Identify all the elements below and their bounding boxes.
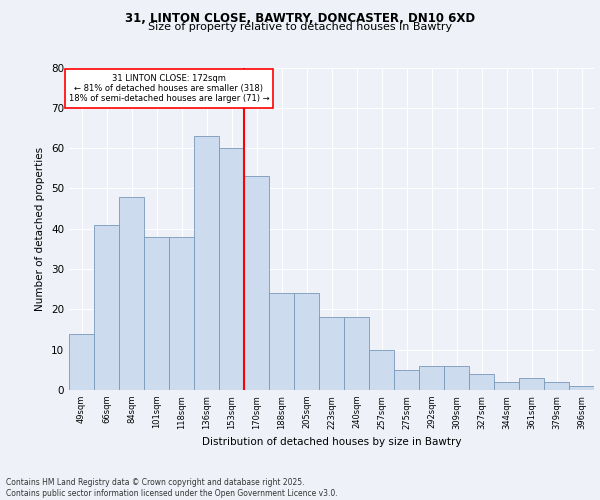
Bar xyxy=(569,386,593,390)
Bar xyxy=(544,382,569,390)
Bar xyxy=(520,378,544,390)
Bar xyxy=(220,148,244,390)
Bar xyxy=(70,334,94,390)
Bar xyxy=(419,366,443,390)
Bar xyxy=(469,374,494,390)
Bar xyxy=(194,136,218,390)
Bar xyxy=(445,366,469,390)
Bar xyxy=(244,176,269,390)
Y-axis label: Number of detached properties: Number of detached properties xyxy=(35,146,46,311)
Text: Contains HM Land Registry data © Crown copyright and database right 2025.
Contai: Contains HM Land Registry data © Crown c… xyxy=(6,478,338,498)
Bar xyxy=(145,237,169,390)
Bar xyxy=(494,382,518,390)
Text: Size of property relative to detached houses in Bawtry: Size of property relative to detached ho… xyxy=(148,22,452,32)
Bar xyxy=(370,350,394,390)
Bar xyxy=(169,237,194,390)
Bar xyxy=(94,224,119,390)
Bar xyxy=(344,318,368,390)
Text: 31 LINTON CLOSE: 172sqm
← 81% of detached houses are smaller (318)
18% of semi-d: 31 LINTON CLOSE: 172sqm ← 81% of detache… xyxy=(68,74,269,104)
Bar xyxy=(295,293,319,390)
Bar xyxy=(269,293,293,390)
Bar xyxy=(119,196,143,390)
Bar xyxy=(394,370,419,390)
X-axis label: Distribution of detached houses by size in Bawtry: Distribution of detached houses by size … xyxy=(202,437,461,447)
Text: 31, LINTON CLOSE, BAWTRY, DONCASTER, DN10 6XD: 31, LINTON CLOSE, BAWTRY, DONCASTER, DN1… xyxy=(125,12,475,26)
Bar xyxy=(319,318,344,390)
